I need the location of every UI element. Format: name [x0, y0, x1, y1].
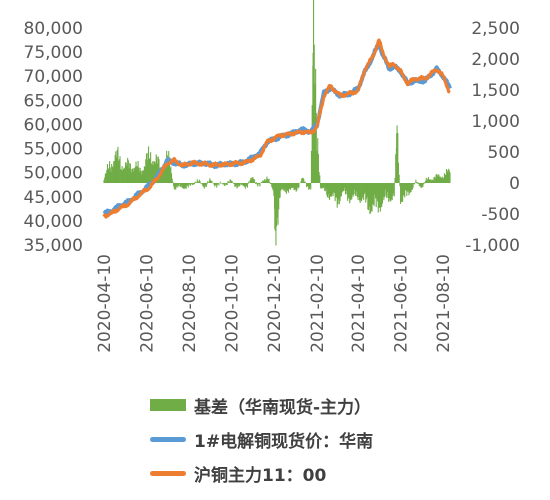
x-axis-tick-label: 2021-02-10 [308, 254, 328, 353]
left-axis-tick-label: 40,000 [24, 212, 83, 232]
x-axis-tick-label: 2021-06-10 [392, 254, 412, 353]
legend-label-basis: 基差（华南现货-主力） [194, 397, 372, 418]
legend-swatch-spot [150, 436, 186, 442]
left-axis-tick-label: 80,000 [24, 19, 83, 39]
futures-price-line [102, 38, 451, 219]
price-lines [102, 38, 452, 219]
basis-bars [103, 0, 451, 246]
legend: 基差（华南现货-主力） 1#电解铜现货价：华南 沪铜主力11：00 [150, 388, 373, 490]
x-axis-tick-label: 2020-08-10 [180, 254, 200, 353]
legend-label-spot: 1#电解铜现货价：华南 [194, 431, 374, 452]
legend-swatch-futures [150, 470, 186, 476]
legend-item-spot: 1#电解铜现货价：华南 [150, 422, 373, 456]
right-axis-tick-label: -500 [481, 205, 520, 225]
basis-bar [274, 183, 277, 229]
legend-item-futures: 沪铜主力11：00 [150, 456, 373, 490]
left-axis-tick-label: 45,000 [24, 188, 83, 208]
left-axis-tick-label: 35,000 [24, 236, 83, 256]
x-axis-tick-label: 2020-04-10 [95, 254, 115, 353]
left-axis-tick-label: 55,000 [24, 140, 83, 160]
left-axis-tick-label: 60,000 [24, 115, 83, 135]
right-axis-tick-label: 1,000 [471, 112, 520, 132]
basis-bar [396, 133, 399, 183]
right-axis-tick-label: 2,000 [471, 50, 520, 70]
right-axis-ticks: -1,000 -500 0 500 1,000 1,500 2,000 2,500 [465, 19, 520, 256]
left-axis-tick-label: 75,000 [24, 43, 83, 63]
x-axis-ticks: 2020-04-10 2020-06-10 2020-08-10 2020-10-10… [95, 254, 454, 353]
legend-item-basis: 基差（华南现货-主力） [150, 388, 373, 422]
x-axis-tick-label: 2020-06-10 [138, 254, 158, 353]
right-axis-tick-label: 1,500 [471, 81, 520, 101]
right-axis-tick-label: 500 [488, 143, 520, 163]
left-axis-ticks: 35,000 40,000 45,000 50,000 55,000 60,000 65,0… [24, 19, 83, 256]
left-axis-tick-label: 65,000 [24, 91, 83, 111]
legend-swatch-basis [150, 399, 186, 411]
x-axis-tick-label: 2020-12-10 [265, 254, 285, 353]
right-axis-tick-label: -1,000 [465, 236, 520, 256]
x-axis-tick-label: 2021-04-10 [349, 254, 369, 353]
x-axis-tick-label: 2021-08-10 [434, 254, 454, 353]
left-axis-tick-label: 70,000 [24, 67, 83, 87]
left-axis-tick-label: 50,000 [24, 164, 83, 184]
legend-label-futures: 沪铜主力11：00 [194, 465, 327, 486]
basis-bar [312, 52, 315, 183]
right-axis-tick-label: 0 [509, 174, 520, 194]
right-axis-tick-label: 2,500 [471, 19, 520, 39]
x-axis-tick-label: 2020-10-10 [222, 254, 242, 353]
